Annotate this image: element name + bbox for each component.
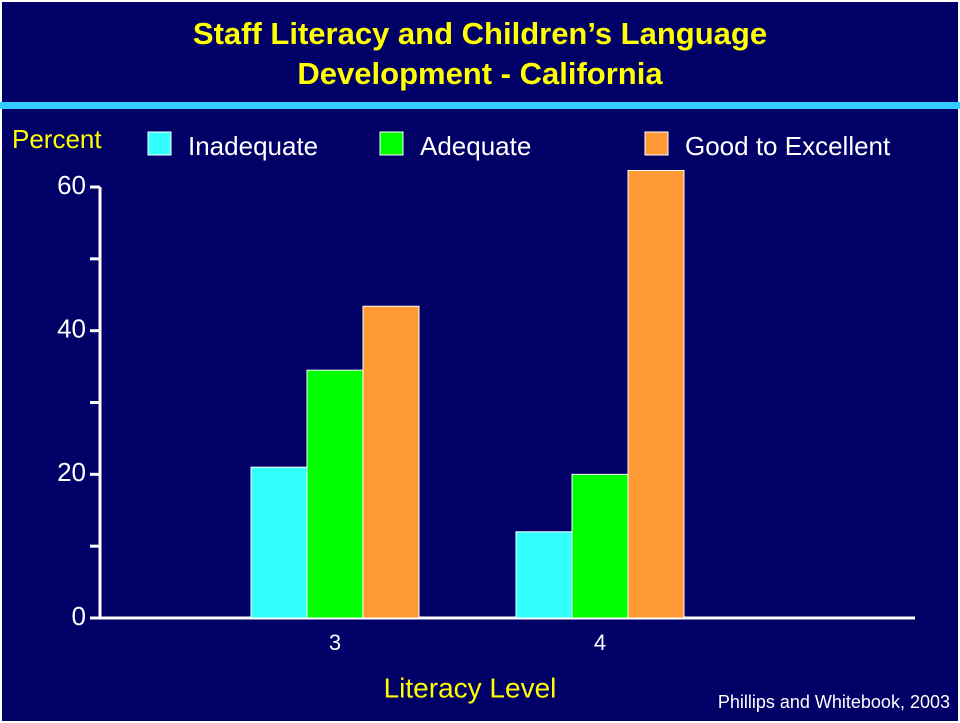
bar — [627, 169, 685, 619]
legend-swatch — [379, 131, 404, 156]
y-tick-label: 60 — [57, 170, 86, 200]
bar — [306, 369, 364, 619]
y-tick-label: 20 — [57, 457, 86, 487]
x-axis-label: Literacy Level — [384, 672, 557, 703]
bar — [515, 531, 573, 619]
legend-swatch — [644, 131, 669, 156]
y-tick-label: 0 — [72, 601, 86, 631]
y-tick-label: 40 — [57, 314, 86, 344]
legend-label: Adequate — [420, 131, 531, 161]
legend-label: Good to Excellent — [685, 131, 891, 161]
source: Phillips and Whitebook, 2003 — [718, 692, 950, 712]
chart-title: Staff Literacy and Children’s Language — [193, 16, 767, 51]
x-tick-label: 3 — [329, 630, 341, 655]
y-axis-label: Percent — [12, 124, 102, 154]
bar — [571, 473, 629, 619]
chart-title: Development - California — [297, 56, 663, 91]
bar — [362, 305, 420, 619]
legend-label: Inadequate — [188, 131, 318, 161]
bar — [250, 466, 308, 619]
x-tick-label: 4 — [594, 630, 606, 655]
legend-swatch — [147, 131, 172, 156]
title-rule — [0, 102, 960, 109]
